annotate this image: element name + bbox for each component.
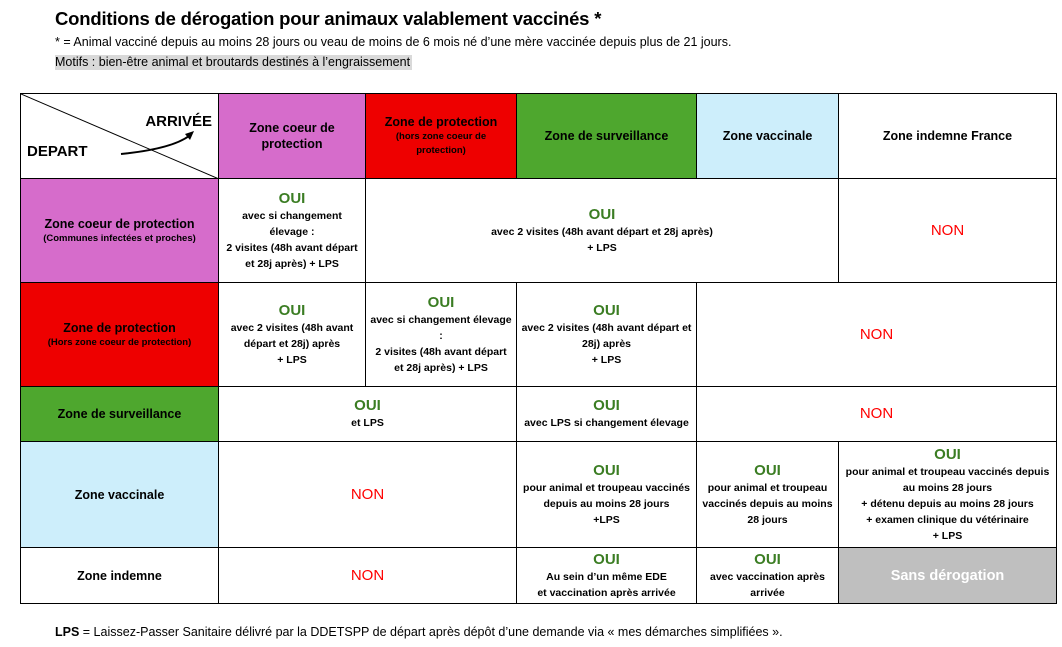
column-header-label: Zone de protection <box>384 115 498 129</box>
verdict-oui: OUI <box>354 397 381 414</box>
row-header-label: Zone de surveillance <box>57 407 182 421</box>
verdict-oui: OUI <box>427 293 455 311</box>
condition-text: pour animal et troupeau vaccinés depuis … <box>523 481 690 510</box>
condition-cell: OUI pour animal et troupeau vaccinés depu… <box>696 441 839 548</box>
condition-text: et LPS <box>351 417 384 429</box>
arrivee-label: ARRIVÉE <box>145 113 212 130</box>
column-header: Zone indemne France <box>838 93 1057 179</box>
condition-text: Au sein d’un même EDE <box>546 570 667 583</box>
verdict-non: NON <box>859 325 894 343</box>
table-row: Zone vaccinale NON OUI pour animal et troup… <box>20 441 1057 548</box>
row-header: Zone vaccinale <box>20 441 219 548</box>
row-header: Zone de protection (Hors zone coeur de pr… <box>20 282 219 387</box>
condition-text: +LPS <box>593 513 620 526</box>
condition-text: et vaccination après arrivée <box>537 586 676 599</box>
verdict-oui: OUI <box>593 461 620 479</box>
table-row: Zone de surveillance OUI et LPS OUI avec LPS… <box>20 386 1057 442</box>
condition-text: avec si changement élevage : <box>370 313 512 342</box>
row-header: Zone de surveillance <box>20 386 219 442</box>
condition-cell: OUI avec si changement élevage : 2 visites… <box>365 282 517 387</box>
condition-text: avec 2 visites (48h avant départ et 28j)… <box>521 321 692 350</box>
condition-text: + détenu depuis au moins 28 jours <box>861 497 1034 510</box>
condition-text: avec si changement élevage : <box>242 209 342 238</box>
column-header-sub: (hors zone coeur de protection) <box>395 131 487 156</box>
motifs-text: Motifs : bien-être animal et broutards d… <box>55 55 413 70</box>
table-row: Zone coeur de protection (Communes infect… <box>20 178 1057 283</box>
condition-cell: OUI pour animal et troupeau vaccinés depu… <box>516 441 697 548</box>
row-header-sub: (Communes infectées et proches) <box>43 232 196 244</box>
verdict-oui: OUI <box>593 550 620 568</box>
diagonal-divider <box>21 94 217 178</box>
derogation-table: ARRIVÉE DEPART Zone coeur de protection Zon… <box>20 93 1057 604</box>
verdict-oui: OUI <box>588 205 616 223</box>
verdict-oui: OUI <box>593 397 620 414</box>
depart-label: DEPART <box>27 143 88 160</box>
condition-cell: OUI avec 2 visites (48h avant départ et 2… <box>516 282 697 387</box>
verdict-oui: OUI <box>278 301 306 319</box>
verdict-oui: OUI <box>934 445 961 463</box>
footer-abbr: LPS <box>55 625 80 639</box>
condition-cell: OUI avec 2 visites (48h avant départ et 2… <box>365 178 839 283</box>
condition-text: + LPS <box>932 529 963 542</box>
verdict-non: NON <box>859 405 894 422</box>
row-header: Zone coeur de protection (Communes infect… <box>20 178 219 283</box>
condition-cell: OUI avec LPS si changement élevage <box>516 386 697 442</box>
condition-cell: NON <box>218 441 517 548</box>
header-row: ARRIVÉE DEPART Zone coeur de protection Zon… <box>20 93 1057 179</box>
condition-text: 2 visites (48h avant départ et 28j après… <box>375 345 507 374</box>
footer-text: = Laissez-Passer Sanitaire délivré par l… <box>79 625 783 639</box>
row-header-label: Zone indemne <box>77 568 162 583</box>
row-header-label: Zone vaccinale <box>74 487 165 502</box>
column-header-label: Zone vaccinale <box>722 129 813 143</box>
verdict-non: NON <box>350 566 385 584</box>
condition-text: avec LPS si changement élevage <box>524 417 689 429</box>
verdict-non: NON <box>350 485 385 503</box>
condition-cell: NON <box>838 178 1057 283</box>
column-header-label: Zone coeur de protection <box>249 121 335 151</box>
table-row: Zone de protection (Hors zone coeur de pr… <box>20 282 1057 387</box>
condition-cell: NON <box>696 282 1057 387</box>
verdict-oui: OUI <box>754 550 781 568</box>
condition-text: avec 2 visites (48h avant départ et 28j … <box>491 225 713 238</box>
page-title: Conditions de dérogation pour animaux va… <box>55 8 602 29</box>
verdict-oui: OUI <box>593 301 620 319</box>
condition-cell: OUI Au sein d’un même EDE et vaccination a… <box>516 547 697 604</box>
condition-cell: OUI avec si changement élevage : 2 visites… <box>218 178 366 283</box>
verdict-oui: OUI <box>278 189 306 207</box>
column-header: Zone de protection (hors zone coeur de pr… <box>365 93 517 179</box>
condition-text: + LPS <box>277 353 307 366</box>
row-header-label: Zone de protection <box>63 320 176 335</box>
condition-text: + examen clinique du vétérinaire <box>866 513 1029 526</box>
table-row: Zone indemne NON OUI Au sein d’un même EDE e… <box>20 547 1057 604</box>
condition-text: + LPS <box>587 241 617 254</box>
condition-cell: Sans dérogation <box>838 547 1057 604</box>
condition-cell: OUI pour animal et troupeau vaccinés depu… <box>838 441 1057 548</box>
footnote-asterisk: * = Animal vacciné depuis au moins 28 jo… <box>55 35 732 49</box>
row-header-sub: (Hors zone coeur de protection) <box>47 336 192 348</box>
verdict-oui: OUI <box>754 461 781 479</box>
verdict-sans: Sans dérogation <box>890 567 1005 584</box>
footer-note: LPS = Laissez-Passer Sanitaire délivré p… <box>55 625 783 639</box>
condition-cell: NON <box>696 386 1057 442</box>
column-header: Zone vaccinale <box>696 93 839 179</box>
verdict-non: NON <box>930 221 965 239</box>
condition-cell: OUI et LPS <box>218 386 517 442</box>
condition-cell: OUI avec vaccination après arrivée <box>696 547 839 604</box>
condition-cell: NON <box>218 547 517 604</box>
condition-text: pour animal et troupeau vaccinés depuis … <box>702 481 833 526</box>
column-header-label: Zone de surveillance <box>544 129 669 143</box>
condition-text: avec vaccination après arrivée <box>710 570 825 599</box>
row-header: Zone indemne <box>20 547 219 604</box>
column-header: Zone de surveillance <box>516 93 697 179</box>
row-header-label: Zone coeur de protection <box>44 216 195 231</box>
condition-text: + LPS <box>591 353 622 366</box>
condition-text: 2 visites (48h avant départ et 28j après… <box>226 241 358 270</box>
column-header-label: Zone indemne France <box>882 129 1013 143</box>
condition-cell: OUI avec 2 visites (48h avant départ et 2… <box>218 282 366 387</box>
column-header: Zone coeur de protection <box>218 93 366 179</box>
corner-cell: ARRIVÉE DEPART <box>20 93 219 179</box>
condition-text: pour animal et troupeau vaccinés depuis … <box>845 465 1050 494</box>
condition-text: avec 2 visites (48h avant départ et 28j)… <box>230 321 354 350</box>
